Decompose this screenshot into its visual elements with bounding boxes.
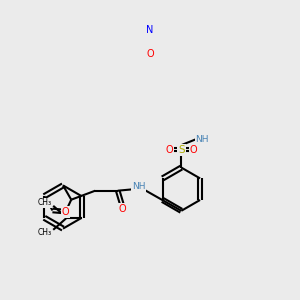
Text: NH: NH xyxy=(132,182,146,191)
Text: O: O xyxy=(146,49,154,59)
Text: S: S xyxy=(178,145,185,154)
Text: O: O xyxy=(190,145,197,154)
Text: O: O xyxy=(62,207,70,217)
Text: O: O xyxy=(118,204,126,214)
Text: O: O xyxy=(166,145,173,154)
Text: N: N xyxy=(146,25,154,35)
Text: NH: NH xyxy=(196,135,209,144)
Text: CH₃: CH₃ xyxy=(37,198,51,207)
Text: CH₃: CH₃ xyxy=(37,228,51,237)
